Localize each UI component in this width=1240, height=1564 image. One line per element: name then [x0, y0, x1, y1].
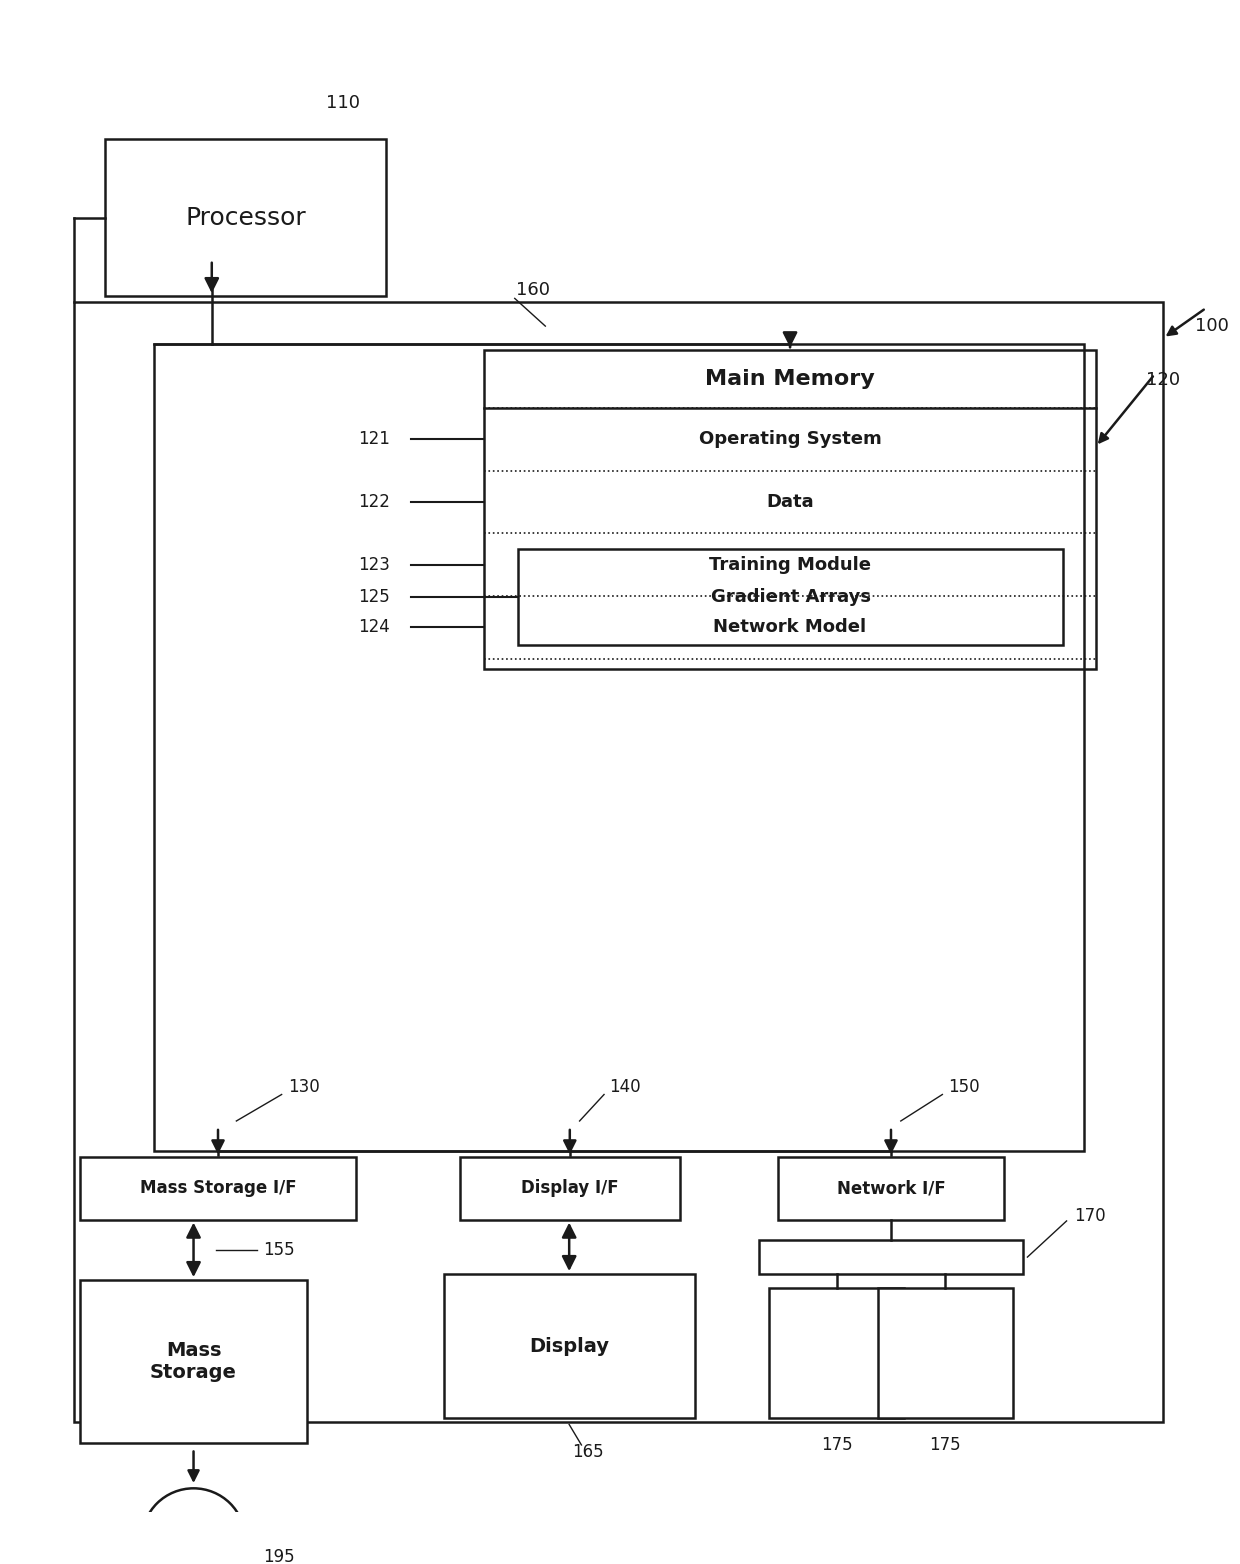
Text: Mass
Storage: Mass Storage — [150, 1340, 237, 1381]
Bar — [444, 1275, 694, 1419]
Bar — [518, 549, 1063, 646]
Text: 175: 175 — [821, 1436, 852, 1455]
Bar — [154, 344, 1084, 1151]
Text: Gradient Arrays: Gradient Arrays — [711, 588, 870, 607]
Text: Mass Storage I/F: Mass Storage I/F — [140, 1179, 296, 1198]
Bar — [878, 1289, 1013, 1419]
Text: Training Module: Training Module — [709, 555, 870, 574]
Bar — [81, 1157, 356, 1220]
Bar — [74, 302, 1163, 1422]
Bar — [769, 1289, 904, 1419]
Text: 124: 124 — [358, 618, 389, 637]
Bar — [81, 1279, 306, 1442]
Text: Processor: Processor — [185, 206, 306, 230]
Text: 120: 120 — [1146, 371, 1180, 389]
Text: 155: 155 — [263, 1240, 295, 1259]
Text: 110: 110 — [326, 94, 361, 113]
Bar — [759, 1240, 1023, 1275]
Text: Data: Data — [766, 493, 813, 511]
Text: Network I/F: Network I/F — [837, 1179, 945, 1198]
Text: 195: 195 — [263, 1548, 295, 1564]
Text: Operating System: Operating System — [698, 430, 882, 449]
Text: 125: 125 — [358, 588, 389, 607]
Text: 170: 170 — [1074, 1207, 1106, 1225]
Text: 175: 175 — [930, 1436, 961, 1455]
Text: 123: 123 — [358, 555, 389, 574]
Text: 100: 100 — [1195, 317, 1229, 335]
Text: Display I/F: Display I/F — [521, 1179, 619, 1198]
Text: 165: 165 — [572, 1444, 604, 1461]
Bar — [105, 139, 386, 296]
Text: Main Memory: Main Memory — [706, 369, 875, 389]
Text: Display: Display — [529, 1337, 609, 1356]
Text: 140: 140 — [609, 1078, 641, 1096]
Text: 122: 122 — [358, 493, 389, 511]
Text: 150: 150 — [949, 1078, 980, 1096]
Bar — [777, 1157, 1004, 1220]
Text: 130: 130 — [288, 1078, 320, 1096]
Text: 121: 121 — [358, 430, 389, 449]
Text: 160: 160 — [516, 282, 551, 299]
Text: Network Model: Network Model — [713, 618, 867, 637]
Bar — [460, 1157, 680, 1220]
Bar — [484, 350, 1096, 669]
